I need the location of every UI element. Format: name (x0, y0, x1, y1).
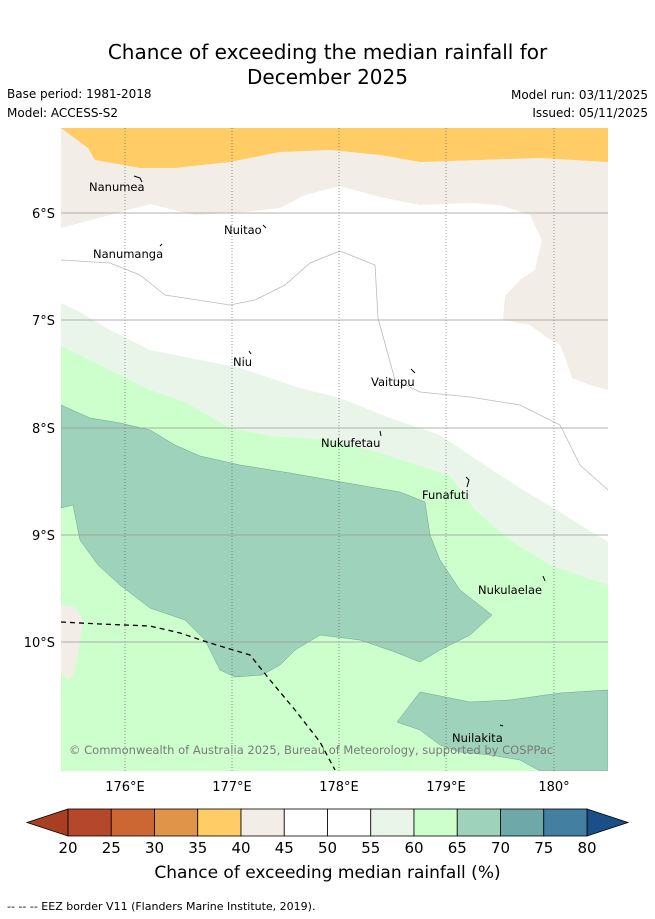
colorbar-segment (413, 808, 458, 837)
eez-footnote: -- -- -- EEZ border V11 (Flanders Marine… (7, 900, 316, 913)
colorbar-tick-label: 75 (534, 839, 553, 857)
colorbar-tick-label: 30 (145, 839, 164, 857)
lat-label-8s: 8°S (32, 422, 55, 437)
model-run: Model run: 03/11/2025 (510, 88, 648, 102)
colorbar-tick-label: 60 (404, 839, 423, 857)
band-35-40 (61, 128, 608, 168)
island-label-nuilakita: Nuilakita (452, 731, 503, 745)
colorbar-segment (240, 808, 285, 837)
colorbar-segment (456, 808, 501, 837)
island-funafuti-shape (465, 476, 470, 488)
colorbar-tick-label: 55 (361, 839, 380, 857)
rainfall-probability-map: Nanumea Nuitao Nanumanga Niu Vaitupu Nuk… (61, 128, 608, 771)
island-nanumea-shape (133, 175, 143, 183)
colorbar: 20 25 30 35 40 45 50 55 60 65 70 75 80 (25, 808, 630, 857)
island-label-nukulaelae: Nukulaelae (478, 583, 542, 597)
colorbar-segment (370, 808, 415, 837)
title-line-1: Chance of exceeding the median rainfall … (107, 40, 548, 64)
island-label-nukufetau: Nukufetau (321, 436, 380, 450)
island-label-niu: Niu (233, 355, 252, 369)
island-label-vaitupu: Vaitupu (371, 375, 415, 389)
lon-label-180: 180° (538, 780, 569, 795)
island-shapes (133, 175, 546, 727)
issued-date: Issued: 05/11/2025 (532, 106, 648, 120)
copyright-notice: © Commonwealth of Australia 2025, Bureau… (69, 743, 553, 757)
colorbar-tick-label: 65 (448, 839, 467, 857)
colorbar-tick-label: 45 (275, 839, 294, 857)
colorbar-over-arrow (586, 808, 630, 837)
island-nuitao-shape (262, 224, 267, 229)
model-name: Model: ACCESS-S2 (7, 106, 119, 120)
colorbar-tick-label: 40 (231, 839, 250, 857)
colorbar-tick-label: 20 (58, 839, 77, 857)
lon-label-178e: 178°E (319, 780, 359, 795)
lat-label-9s: 9°S (32, 529, 55, 544)
lat-label-7s: 7°S (32, 314, 55, 329)
map-title: Chance of exceeding the median rainfall … (0, 40, 655, 90)
colorbar-tick-label: 50 (318, 839, 337, 857)
island-label-funafuti: Funafuti (422, 488, 469, 502)
island-label-nuitao: Nuitao (224, 223, 262, 237)
band-40-45-top (61, 128, 608, 390)
lat-label-10s: 10°S (24, 636, 55, 651)
colorbar-segment (67, 808, 112, 837)
lon-label-177e: 177°E (212, 780, 252, 795)
colorbar-segment (110, 808, 155, 837)
map-lat-lines (61, 212, 608, 643)
map-gridlines (124, 128, 555, 771)
colorbar-tick-label: 80 (577, 839, 596, 857)
island-nukulaelae-shape (542, 575, 546, 582)
band-65-70-main (61, 404, 493, 678)
island-niu-shape (248, 350, 252, 355)
lat-label-6s: 6°S (32, 207, 55, 222)
colorbar-label: Chance of exceeding median rainfall (%) (154, 863, 501, 883)
colorbar-segment (500, 808, 545, 837)
eez-border (61, 621, 336, 771)
band-65-70-south (396, 689, 608, 771)
colorbar-segment (327, 808, 372, 837)
base-period: Base period: 1981-2018 (7, 87, 152, 101)
title-line-2: December 2025 (247, 65, 408, 89)
colorbar-segment (543, 808, 588, 837)
island-nuilakita-shape (499, 724, 504, 727)
island-nukufetau-shape (379, 430, 382, 437)
island-nanumanga-shape (159, 243, 163, 247)
colorbar-tick-label: 35 (188, 839, 207, 857)
colorbar-segment (283, 808, 328, 837)
colorbar-under-arrow (25, 808, 69, 837)
island-label-nanumanga: Nanumanga (93, 247, 163, 261)
island-vaitupu-shape (410, 368, 416, 374)
colorbar-tick-label: 70 (491, 839, 510, 857)
contour-line (61, 250, 608, 491)
lon-label-176e: 176°E (105, 780, 145, 795)
band-40-45-southwest (61, 605, 83, 680)
colorbar-segment (197, 808, 242, 837)
lon-label-179e: 179°E (426, 780, 466, 795)
island-label-nanumea: Nanumea (89, 180, 145, 194)
colorbar-segment (154, 808, 199, 837)
colorbar-tick-label: 25 (102, 839, 121, 857)
